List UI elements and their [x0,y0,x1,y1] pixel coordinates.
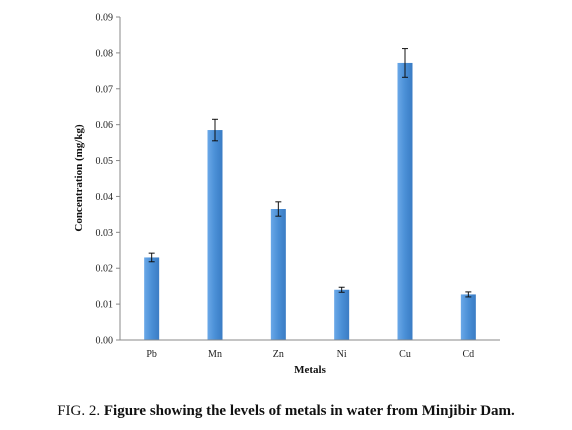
error-bar-pb [148,252,155,263]
x-tick-label: Zn [273,349,284,360]
bar-zn [270,209,286,340]
bar-cu [397,62,413,341]
y-axis-title: Concentration (mg/kg) [73,124,85,232]
x-axis-ticks: Pb Mn Zn Ni Cu Cd [146,349,474,360]
x-tick-label: Cu [399,349,411,360]
y-tick-label: 0.05 [96,156,114,167]
error-bar-cd [465,291,472,298]
y-tick-label: 0.06 [96,120,114,131]
y-tick-label: 0.04 [96,192,114,203]
figure-caption-label: FIG. 2. [57,403,101,419]
x-axis-title: Metals [294,364,326,376]
error-bar-zn [275,201,282,217]
bars [144,62,476,341]
error-bars [148,48,472,298]
error-bar-mn [212,118,218,142]
y-tick-label: 0.07 [96,84,114,95]
x-tick-label: Cd [462,349,474,360]
bar-chart: 0.00 0.01 0.02 0.03 0.04 0.05 0.06 0.07 0.08 0.09… [73,13,500,376]
y-tick-label: 0.01 [96,300,114,311]
y-tick-label: 0.09 [96,13,114,24]
x-tick-label: Mn [208,349,222,360]
y-tick-label: 0.00 [96,336,114,347]
bar-cd [460,294,476,340]
figure-caption-text: Figure showing the levels of metals in w… [103,403,515,419]
y-tick-label: 0.02 [96,264,114,275]
bar-ni [334,289,350,340]
x-tick-label: Pb [146,349,157,360]
figure-caption: FIG. 2. Figure showing the levels of met… [0,403,572,420]
bar-mn [207,130,223,340]
bar-pb [144,257,160,340]
error-bar-cu [402,48,408,78]
y-axis-ticks: 0.00 0.01 0.02 0.03 0.04 0.05 0.06 0.07 0.08 0.09 [96,13,120,347]
y-tick-label: 0.03 [96,228,114,239]
error-bar-ni [338,286,345,293]
x-tick-label: Ni [337,349,347,360]
y-tick-label: 0.08 [96,48,114,59]
